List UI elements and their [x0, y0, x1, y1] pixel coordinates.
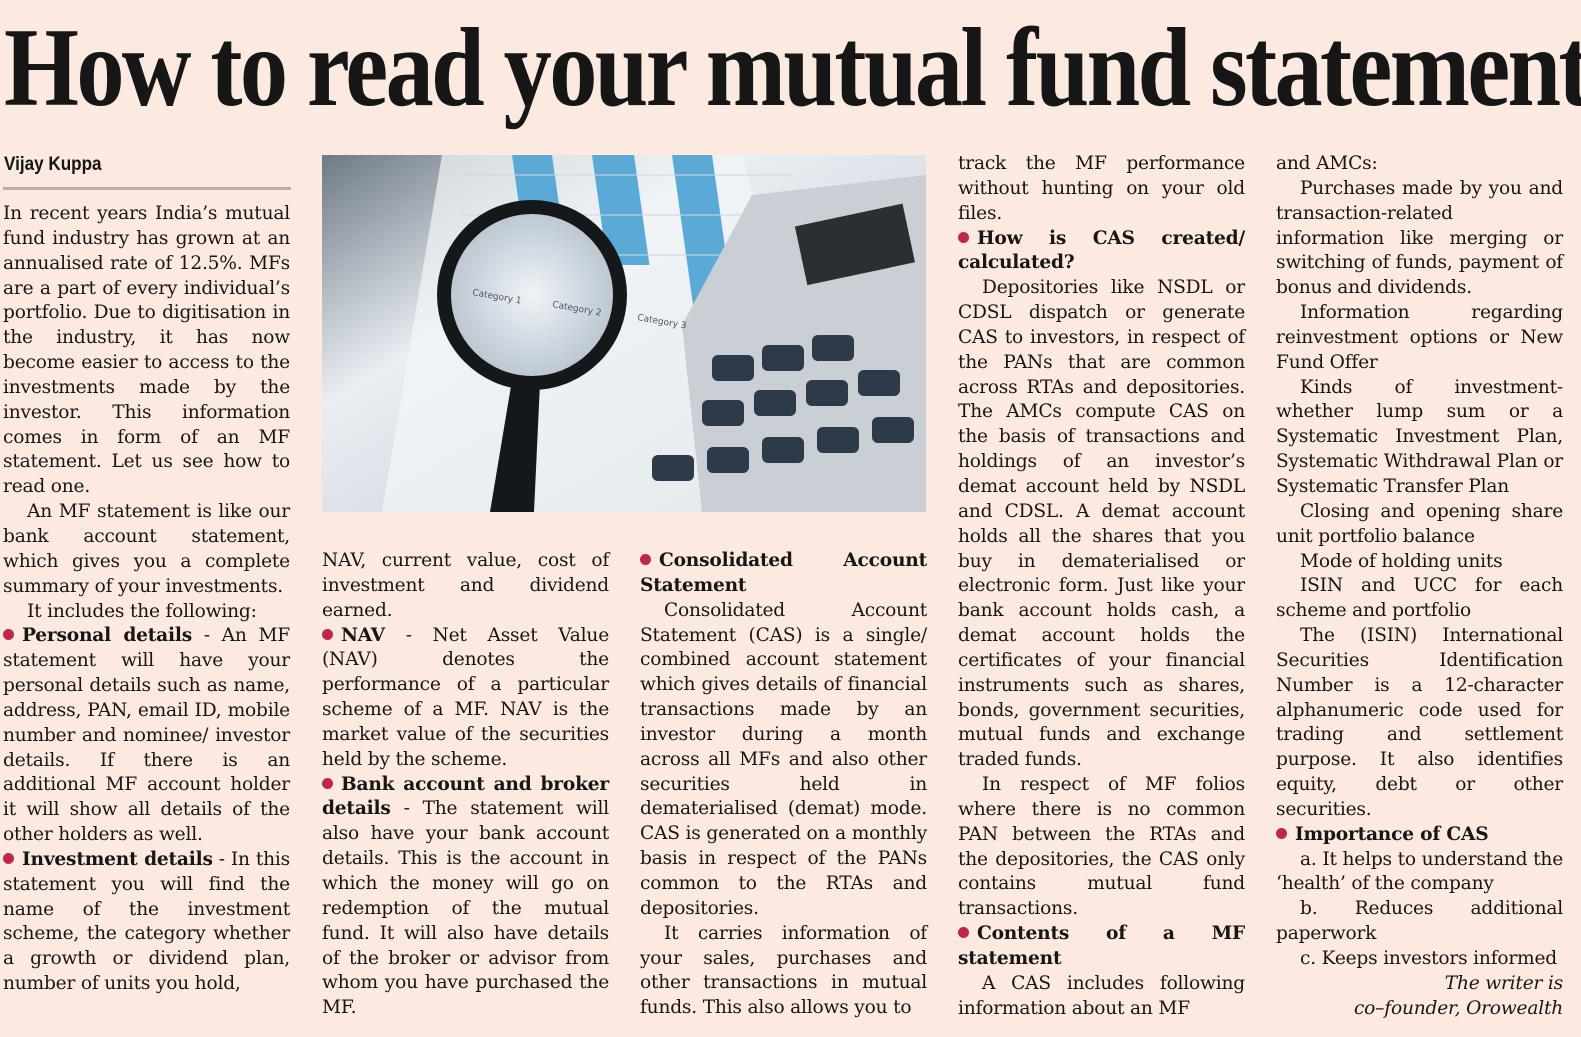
- bullet-paragraph: Personal details - An MF statement will …: [3, 624, 290, 848]
- bullet-icon: [1276, 827, 1287, 839]
- body-text: - An MF statement will have your persona…: [3, 625, 290, 846]
- subheading: NAV: [341, 624, 385, 646]
- paragraph: c. Keeps investors informed: [1300, 948, 1557, 969]
- author-note: co–founder, Orowealth: [1353, 997, 1563, 1019]
- column-3: Consolidated Account Statement Consolidat…: [640, 549, 927, 1021]
- paragraph: b. Reduces additional paperwork: [1276, 898, 1563, 945]
- bullet-icon: [958, 927, 969, 939]
- subheading: Personal details: [22, 625, 193, 647]
- paragraph: The (ISIN) International Securities Iden…: [1276, 625, 1563, 820]
- subheading: Importance of CAS: [1295, 823, 1489, 845]
- bullet-icon: [958, 231, 969, 243]
- paragraph: Depositories like NSDL or CDSL dispatch …: [958, 277, 1245, 771]
- paragraph: Closing and opening share unit portfolio…: [1276, 500, 1563, 547]
- paragraph: NAV, current value, cost of investment a…: [322, 550, 609, 621]
- byline-divider: [3, 187, 291, 190]
- bullet-icon: [640, 554, 651, 565]
- paragraph: ISIN and UCC for each scheme and portfol…: [1276, 575, 1563, 622]
- bullet-icon: [3, 629, 14, 641]
- subheading: Investment details: [22, 848, 213, 870]
- paragraph: Information regarding reinvestment optio…: [1276, 302, 1563, 373]
- body-text: - Net Asset Value (NAV) denotes the perf…: [322, 624, 609, 770]
- bullet-paragraph: Investment details - In this statement y…: [3, 848, 290, 997]
- subheading: Contents of a MF statement: [958, 923, 1245, 969]
- author-note: The writer is: [1444, 972, 1563, 994]
- body-text: - The statement will also have your bank…: [322, 798, 609, 1019]
- column-1: In recent years India’s mutual fund indu…: [3, 202, 290, 997]
- paragraph: In respect of MF folios where there is n…: [958, 774, 1245, 920]
- paragraph: and AMCs:: [1276, 153, 1378, 174]
- bullet-paragraph: Importance of CAS: [1276, 823, 1563, 848]
- paragraph: It includes the following:: [27, 600, 257, 622]
- bullet-paragraph: NAV - Net Asset Value (NAV) denotes the …: [322, 624, 609, 773]
- paragraph: track the MF performance without hunting…: [958, 153, 1245, 224]
- bullet-paragraph: Contents of a MF statement: [958, 922, 1245, 972]
- bullet-icon: [322, 777, 333, 789]
- paragraph: a. It helps to understand the ‘health’ o…: [1276, 848, 1563, 895]
- bullet-icon: [322, 628, 333, 640]
- subheading: How is CAS created/ calculated?: [958, 227, 1245, 274]
- headline: How to read your mutual fund statement: [4, 6, 1581, 130]
- paragraph: An MF statement is like our bank account…: [3, 501, 290, 597]
- byline: Vijay Kuppa: [4, 154, 102, 175]
- paragraph: It carries information of your sales, pu…: [640, 922, 927, 1019]
- column-4: track the MF performance without hunting…: [958, 152, 1245, 1022]
- column-2: NAV, current value, cost of investment a…: [322, 549, 609, 1021]
- paragraph: A CAS includes following information abo…: [958, 972, 1245, 1019]
- paragraph: Mode of holding units: [1300, 550, 1503, 572]
- paragraph: Kinds of investment-whether lump sum or …: [1276, 376, 1563, 497]
- photo-magnifier-calculator: Category 1 Category 2 Category 3: [322, 155, 926, 512]
- column-5: and AMCs: Purchases made by you and trans…: [1276, 152, 1563, 1022]
- bullet-paragraph: How is CAS created/ calculated?: [958, 227, 1245, 277]
- bullet-paragraph: Bank account and broker details - The st…: [322, 773, 609, 1021]
- paragraph: Purchases made by you and transaction-re…: [1276, 177, 1563, 299]
- subheading: Bank account and broker details: [322, 773, 609, 820]
- subheading: Consolidated Account Statement: [640, 550, 927, 596]
- paragraph: Consolidated Account Statement (CAS) is …: [640, 599, 927, 919]
- body-text: - In this statement you will find the na…: [3, 848, 290, 995]
- bullet-paragraph: Consolidated Account Statement: [640, 549, 927, 599]
- paragraph: In recent years India’s mutual fund indu…: [3, 203, 290, 498]
- bullet-icon: [3, 852, 14, 864]
